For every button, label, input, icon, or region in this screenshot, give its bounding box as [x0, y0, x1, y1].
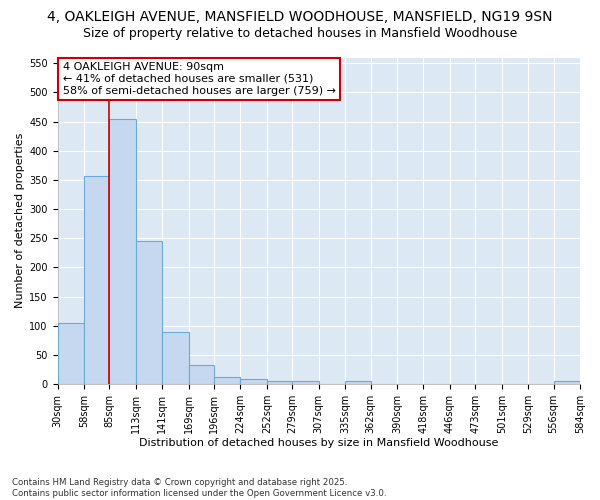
Bar: [84, 176, 109, 384]
Y-axis label: Number of detached properties: Number of detached properties: [15, 133, 25, 308]
Bar: [136, 240, 162, 384]
Text: Contains HM Land Registry data © Crown copyright and database right 2025.
Contai: Contains HM Land Registry data © Crown c…: [12, 478, 386, 498]
Text: Size of property relative to detached houses in Mansfield Woodhouse: Size of property relative to detached ho…: [83, 28, 517, 40]
Bar: [554, 381, 580, 384]
Bar: [109, 118, 136, 384]
Bar: [162, 332, 188, 384]
Bar: [292, 381, 319, 384]
Bar: [345, 381, 371, 384]
X-axis label: Distribution of detached houses by size in Mansfield Woodhouse: Distribution of detached houses by size …: [139, 438, 499, 448]
Text: 4, OAKLEIGH AVENUE, MANSFIELD WOODHOUSE, MANSFIELD, NG19 9SN: 4, OAKLEIGH AVENUE, MANSFIELD WOODHOUSE,…: [47, 10, 553, 24]
Bar: [214, 376, 241, 384]
Text: 4 OAKLEIGH AVENUE: 90sqm
← 41% of detached houses are smaller (531)
58% of semi-: 4 OAKLEIGH AVENUE: 90sqm ← 41% of detach…: [63, 62, 336, 96]
Bar: [267, 381, 292, 384]
Bar: [58, 323, 84, 384]
Bar: [188, 366, 214, 384]
Bar: [241, 379, 267, 384]
